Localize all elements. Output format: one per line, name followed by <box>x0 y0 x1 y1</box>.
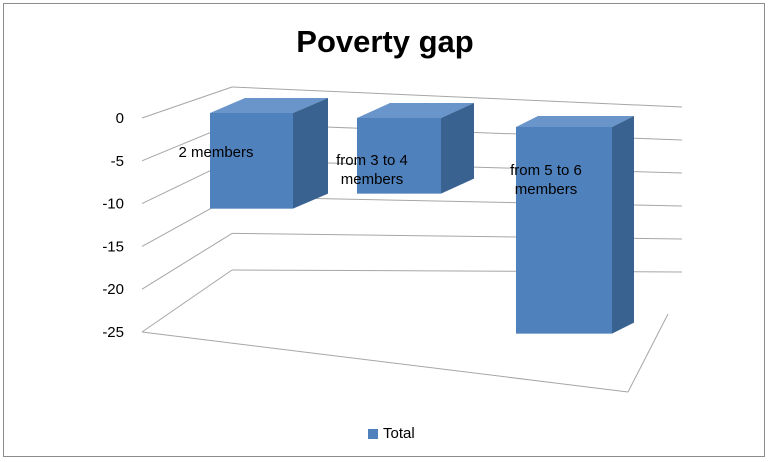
bar <box>516 127 612 334</box>
floor-front-edge <box>141 331 629 393</box>
y-tick-label: -10 <box>102 196 124 213</box>
bar-top-face <box>516 116 634 127</box>
bars <box>210 98 634 334</box>
category-label-line: members <box>341 171 404 188</box>
gridline-side <box>141 232 233 290</box>
gridline-side <box>141 86 233 119</box>
category-label: from 5 to 6 members <box>510 162 582 198</box>
floor-right-edge <box>627 313 669 393</box>
chart-title: Poverty gap <box>296 24 474 59</box>
y-tick-label: -15 <box>102 238 124 255</box>
category-label-line: members <box>515 181 578 198</box>
bar <box>357 118 441 194</box>
bar-top-face <box>357 103 474 118</box>
y-tick-label: -25 <box>102 324 124 341</box>
y-axis-ticks: 0 -5 -10 -15 -20 -25 <box>102 110 124 341</box>
bar-side-face <box>441 103 474 194</box>
category-label-line: from 5 to 6 <box>510 162 582 179</box>
category-label: from 3 to 4 members <box>336 152 408 188</box>
legend-label: Total <box>383 425 415 442</box>
bar <box>210 113 293 209</box>
bar-side-face <box>293 98 328 209</box>
y-tick-label: -20 <box>102 281 124 298</box>
category-label-line: from 3 to 4 <box>336 152 408 169</box>
legend: Total <box>368 425 415 442</box>
y-tick-label: -5 <box>111 153 124 170</box>
bar-side-face <box>612 116 634 334</box>
chart-frame <box>3 3 765 457</box>
bar-top-face <box>210 98 328 113</box>
category-label-line: 2 members <box>178 144 253 161</box>
y-tick-label: 0 <box>116 110 124 127</box>
gridline-back <box>231 86 683 108</box>
legend-swatch <box>368 428 378 439</box>
category-label: 2 members <box>178 144 253 161</box>
data-labels: 2 members from 3 to 4 members from 5 to 6 me… <box>178 144 581 198</box>
gridline-side <box>141 269 233 333</box>
